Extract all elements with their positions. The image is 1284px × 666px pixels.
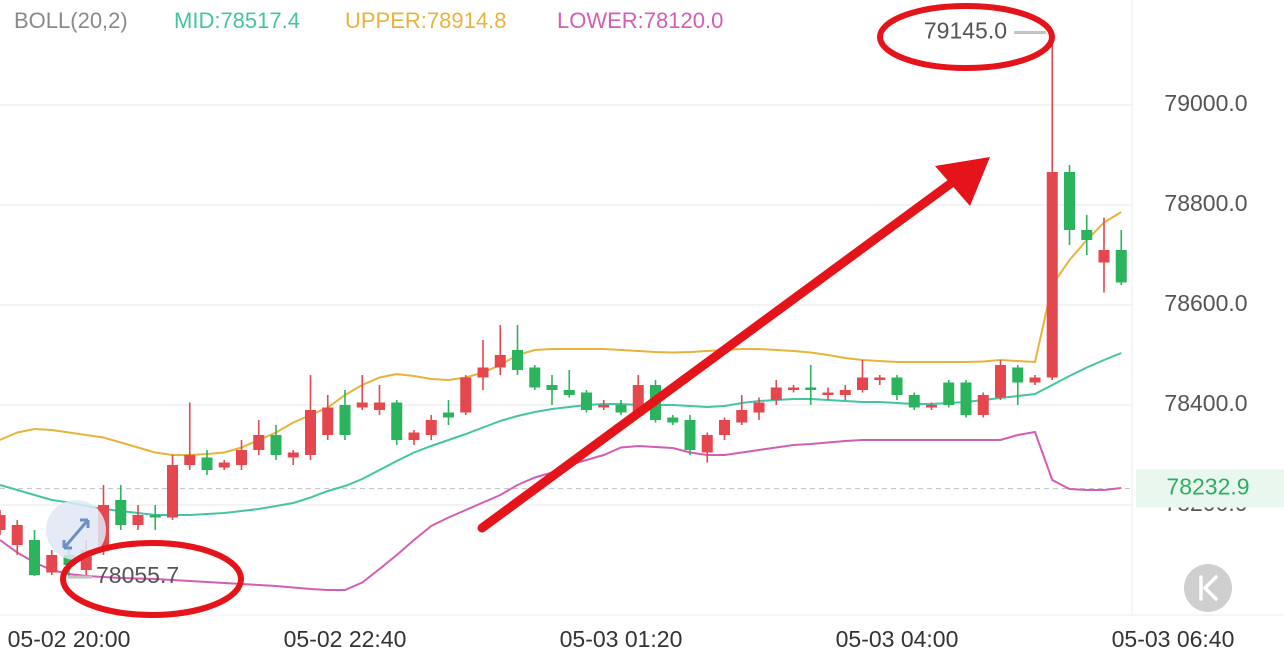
candle-body <box>391 402 403 440</box>
candle-body <box>253 435 265 450</box>
candle-body <box>753 402 765 413</box>
candle-body <box>719 420 730 435</box>
legend-lower: LOWER:78120.0 <box>557 8 723 33</box>
candle-body <box>891 377 903 395</box>
y-tick-label: 78400.0 <box>1164 390 1247 416</box>
candle-body <box>460 377 472 413</box>
candle-body <box>995 365 1006 398</box>
y-tick-label: 78800.0 <box>1164 190 1247 216</box>
legend-mid: MID:78517.4 <box>174 8 300 33</box>
labels: 79000.078800.078600.078400.078200.005-02… <box>8 18 1284 652</box>
candle-body <box>839 390 851 395</box>
button-circle <box>1184 564 1232 612</box>
candle-body <box>477 367 489 378</box>
candle-body <box>322 407 334 435</box>
reset-view-button[interactable] <box>1184 564 1232 612</box>
candle-body <box>339 405 351 435</box>
candle-body <box>1029 377 1041 383</box>
candle-body <box>581 392 592 410</box>
tool-arrows <box>62 518 90 550</box>
candle-body <box>236 450 247 465</box>
candle-body <box>701 435 713 453</box>
candle-body <box>115 500 127 525</box>
candle-body <box>167 465 178 518</box>
candle-body <box>943 382 955 405</box>
candle-body <box>926 405 937 408</box>
max-price-label: 79145.0 <box>924 18 1007 44</box>
candle-body <box>149 515 161 518</box>
x-tick-label: 05-03 06:40 <box>1112 626 1235 652</box>
candle-body <box>684 420 696 450</box>
candle-body <box>132 515 144 525</box>
button-icon <box>1199 575 1218 601</box>
x-tick-label: 05-03 04:00 <box>836 626 959 652</box>
candle-body <box>443 412 454 418</box>
boll-line <box>0 352 1122 516</box>
candle-body <box>201 457 213 470</box>
candle-body <box>80 550 92 570</box>
candle-body <box>563 390 575 395</box>
candle-body <box>356 402 368 408</box>
candle-body <box>546 385 558 390</box>
x-tick-label: 05-02 20:00 <box>8 626 131 652</box>
candle-body <box>598 405 610 408</box>
candle-body <box>770 387 782 400</box>
tool-bubble <box>46 500 106 560</box>
candle-body <box>1098 250 1110 263</box>
min-price-label: 78055.7 <box>96 562 179 588</box>
candle-body <box>977 395 989 415</box>
candle-body <box>822 392 834 395</box>
candle-body <box>615 405 627 413</box>
candle-body <box>29 540 40 575</box>
y-tick-label: 78600.0 <box>1164 290 1247 316</box>
candle-body <box>374 402 385 410</box>
candle-body <box>512 350 523 370</box>
highlight-ellipse <box>60 540 244 618</box>
candle-body <box>1115 250 1127 283</box>
indicator-label: BOLL(20,2) <box>14 8 128 33</box>
candle-body <box>960 382 972 415</box>
candle-body <box>632 385 644 413</box>
candle-body <box>287 452 299 458</box>
candle-body <box>529 367 541 388</box>
drawing-tool-icon[interactable] <box>46 500 106 560</box>
candle-body <box>857 377 868 390</box>
y-tick-label: 79000.0 <box>1164 90 1247 116</box>
candle-body <box>1012 367 1024 383</box>
candle-body <box>184 455 196 465</box>
highlight-ellipse <box>877 3 1055 71</box>
legend-upper: UPPER:78914.8 <box>345 8 506 33</box>
candle-body <box>908 395 920 408</box>
last-price-label: 78232.9 <box>1166 474 1249 500</box>
candle-body <box>736 410 748 423</box>
trend-arrow-head <box>935 157 990 206</box>
candle-body <box>0 515 6 530</box>
candle-body <box>788 387 799 390</box>
candle-body <box>305 410 316 455</box>
candle-body <box>1081 230 1093 240</box>
x-tick-label: 05-02 22:40 <box>284 626 407 652</box>
last-price-badge <box>1136 469 1284 508</box>
candle-body <box>425 420 437 435</box>
candle-body <box>1046 172 1058 378</box>
candle-body <box>408 432 420 440</box>
candle-body <box>874 377 886 380</box>
candle-body <box>667 417 679 423</box>
x-tick-label: 05-03 01:20 <box>560 626 683 652</box>
candle-body <box>270 435 282 455</box>
candle-body <box>63 555 75 565</box>
candle-body <box>805 387 817 390</box>
trend-arrow-shaft <box>477 179 955 533</box>
candle-body <box>1064 172 1075 230</box>
candle-body <box>46 555 58 573</box>
candle-body <box>218 462 230 468</box>
candle-body <box>11 525 23 545</box>
plot-area <box>0 32 1127 591</box>
candle-body <box>494 355 506 368</box>
